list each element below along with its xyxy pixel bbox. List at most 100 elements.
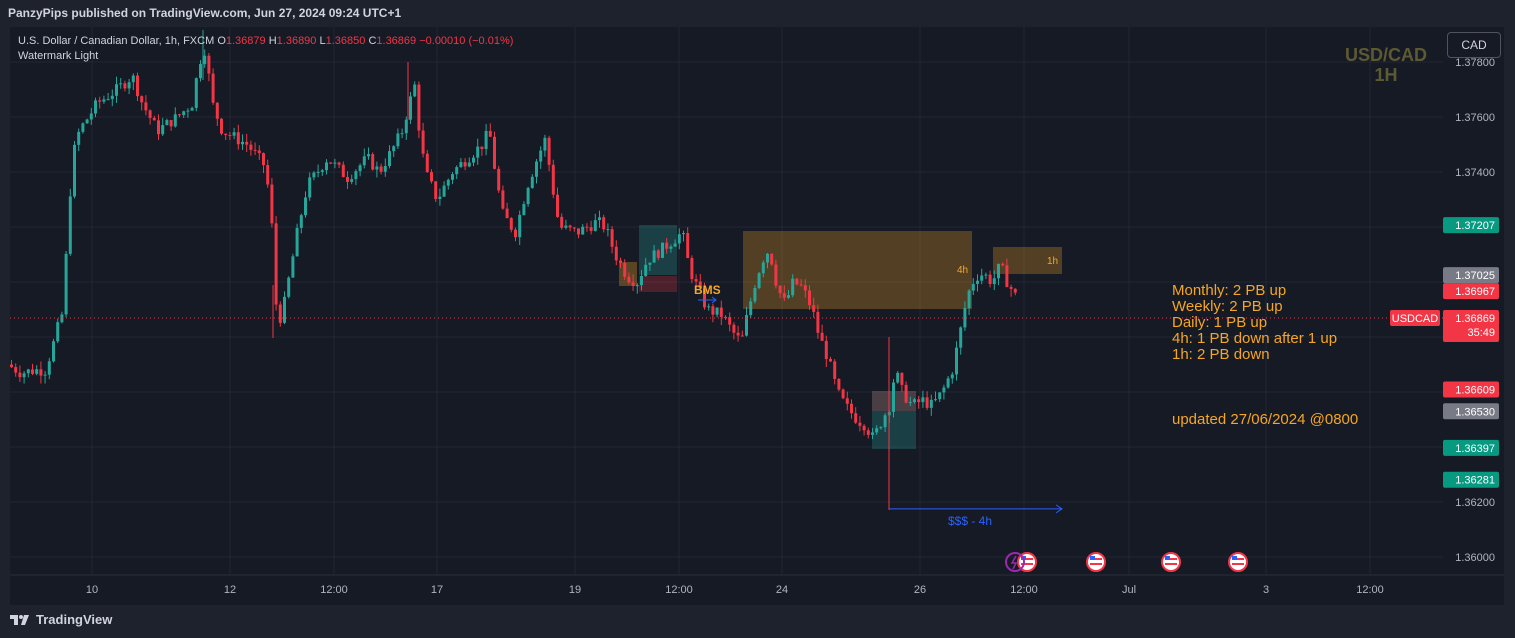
candle-body [862, 425, 866, 431]
candle-body [736, 332, 740, 336]
candle-body [644, 264, 648, 276]
candle-body [455, 167, 459, 175]
candle-body [665, 242, 669, 249]
candle-body [686, 233, 690, 259]
candle-body [514, 229, 517, 238]
candle-body [715, 307, 719, 315]
flag-stripe [1165, 558, 1177, 560]
candle-body [144, 102, 148, 111]
candle-body [984, 274, 988, 276]
candle-body [606, 229, 610, 231]
candle-body [56, 322, 60, 342]
price-tick: 1.36200 [1455, 497, 1495, 509]
candle-body [472, 157, 475, 163]
price-label-bg [1443, 439, 1499, 456]
candle-body [598, 217, 601, 221]
candle-body [102, 99, 106, 102]
candle-body [232, 132, 236, 136]
candle-body [677, 234, 681, 244]
candle-body [22, 373, 26, 378]
candle-body [808, 290, 811, 306]
candle-body [392, 146, 396, 152]
candle-body [203, 55, 207, 65]
time-tick: 17 [431, 584, 443, 596]
liquidity-arrow-icon [1055, 504, 1063, 514]
candle-body [215, 102, 219, 119]
candle-body [602, 217, 606, 230]
candle-body [304, 197, 307, 216]
candle-body [694, 279, 698, 282]
candle-body [152, 117, 156, 121]
candle-body [698, 281, 702, 289]
candle-body [661, 242, 664, 258]
candle-body [110, 95, 114, 100]
candle-body [299, 215, 303, 228]
change-value: −0.00010 (−0.01%) [419, 35, 514, 47]
flag-stripe [1021, 563, 1033, 565]
candle-body [900, 372, 904, 385]
candle-body [194, 78, 198, 108]
candle-body [703, 288, 706, 308]
footer[interactable]: TradingView [10, 612, 112, 627]
lightning-icon [1005, 552, 1025, 572]
candle-body [325, 162, 328, 171]
candle-body [1001, 263, 1005, 266]
candle-body [224, 133, 228, 136]
candle-body [119, 83, 123, 85]
candle-body [908, 402, 912, 404]
candle-body [396, 133, 400, 147]
candle-body [543, 137, 547, 151]
candle-body [329, 162, 333, 164]
candle-body [568, 225, 572, 228]
candle-body [173, 114, 177, 127]
candle-body [68, 196, 72, 254]
time-tick: 12:00 [320, 584, 348, 596]
candle-body [631, 282, 635, 286]
candle-body [803, 285, 807, 291]
candle-body [127, 82, 131, 89]
open-value: 1.36879 [225, 35, 266, 47]
candle-body [812, 305, 816, 312]
candle-body [220, 118, 223, 134]
chart-area[interactable] [10, 27, 1504, 605]
candle-body [362, 156, 366, 166]
lightning-bolt [1010, 555, 1018, 570]
time-tick: 10 [86, 584, 98, 596]
candle-body [787, 295, 790, 298]
candle-body [577, 228, 580, 235]
price-label-bg [1443, 381, 1499, 398]
candle-body [757, 273, 761, 288]
candle-body [816, 311, 820, 333]
candle-body [556, 194, 559, 217]
flag-stripe [1090, 563, 1102, 565]
high-value: 1.36890 [276, 35, 317, 47]
symbol-watermark: USD/CAD 1H [1330, 45, 1442, 85]
candle-body [728, 317, 732, 325]
us-flag-icon [1161, 552, 1181, 572]
note-daily: Daily: 1 PB up [1172, 314, 1268, 331]
flag-stripe [1021, 558, 1033, 560]
candle-body [581, 226, 585, 235]
candle-body [623, 262, 627, 277]
currency-button[interactable]: CAD [1447, 32, 1501, 58]
candle-body [94, 100, 97, 114]
candle-body [652, 250, 656, 263]
time-tick: 12:00 [1356, 584, 1384, 596]
candle-body [896, 372, 900, 383]
candle-body [917, 399, 921, 403]
candle-body [673, 243, 677, 247]
candle-body [799, 284, 803, 286]
candle-body [190, 107, 194, 111]
time-tick: 26 [914, 584, 926, 596]
candle-body [1013, 288, 1017, 293]
candle-body [913, 399, 916, 403]
price-label: 1.36397 [1455, 443, 1495, 455]
supply-block [639, 276, 677, 292]
flag-stripe [1090, 558, 1102, 560]
candle-body [476, 146, 480, 158]
overlays: BMS 4h 1h $$$ - 4h [10, 256, 1443, 528]
price-label: 1.36609 [1455, 385, 1495, 397]
chart-legend: U.S. Dollar / Canadian Dollar, 1h, FXCM … [18, 35, 513, 62]
candle-body [312, 172, 316, 178]
